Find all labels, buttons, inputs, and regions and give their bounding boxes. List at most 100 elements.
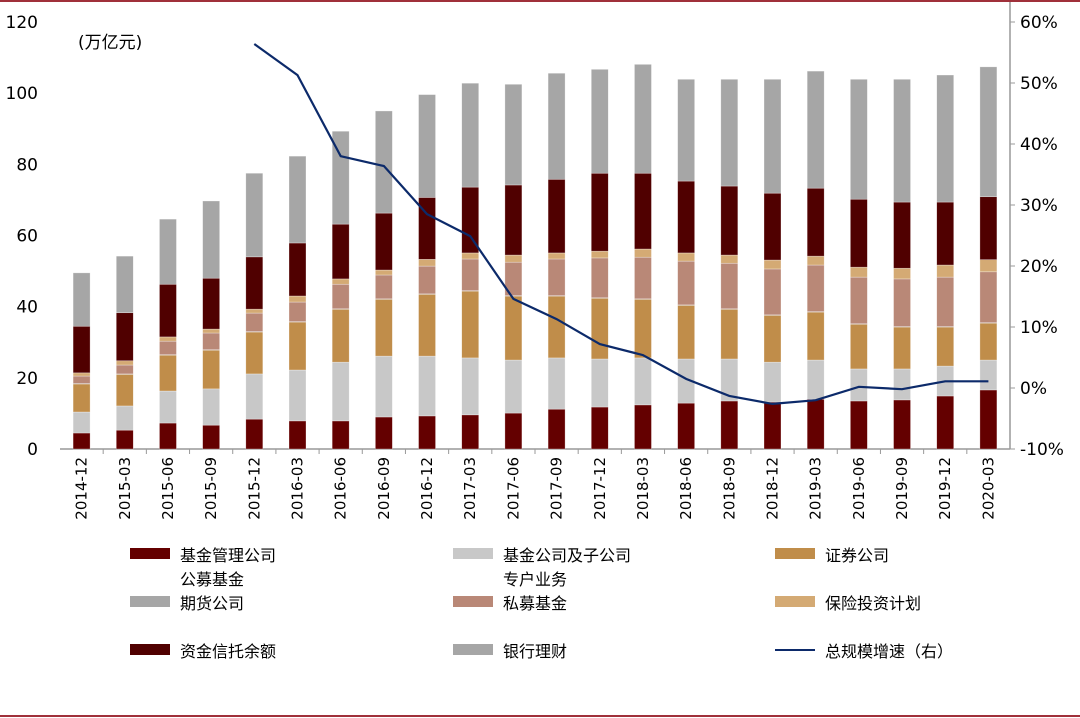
bar-segment xyxy=(418,355,436,417)
bar-segment xyxy=(806,187,825,257)
bar-segment xyxy=(893,201,911,269)
bar-segment xyxy=(159,283,177,338)
bar-segment xyxy=(590,358,609,408)
x-tick-label: 2016-12 xyxy=(418,457,436,520)
bar-segment xyxy=(115,255,134,314)
bar-segment xyxy=(202,332,220,351)
bar-segment xyxy=(850,400,868,450)
legend-swatch xyxy=(130,548,170,559)
x-tick-label: 2015-12 xyxy=(245,457,263,520)
y-right-tick-label: 20% xyxy=(1020,257,1058,277)
bar-segment xyxy=(418,259,436,267)
bar-segment xyxy=(763,268,782,316)
bar-segment xyxy=(720,78,739,187)
bar-segment xyxy=(72,272,91,327)
x-tick-label: 2015-09 xyxy=(202,457,220,520)
y-right-tick-label: 10% xyxy=(1020,318,1058,338)
y-left-tick-label: 60 xyxy=(16,227,38,247)
bar-segment xyxy=(288,321,307,371)
bar-segment xyxy=(245,312,264,332)
bar-segment xyxy=(763,192,782,261)
bar-segment xyxy=(159,218,177,285)
bar-segment xyxy=(806,264,825,312)
bar-segment xyxy=(893,278,911,327)
legend-label: 私募基金 xyxy=(503,594,568,613)
legend-label: 银行理财 xyxy=(503,642,568,661)
bar-segment xyxy=(979,359,998,391)
bar-segment xyxy=(979,196,998,260)
bar-segment xyxy=(634,64,652,174)
x-tick-label: 2020-03 xyxy=(979,457,997,520)
bar-segment xyxy=(245,373,264,420)
x-tick-label: 2018-06 xyxy=(677,457,695,520)
legend-label: 保险投资计划 xyxy=(825,594,922,613)
bar-segment xyxy=(590,406,609,450)
legend-swatch xyxy=(453,644,493,655)
bar-segment xyxy=(115,429,134,450)
bar-segment xyxy=(547,357,566,410)
bar-segment xyxy=(504,254,523,263)
bar-segment xyxy=(936,326,955,367)
legend-swatch xyxy=(775,649,815,651)
bar-segment xyxy=(72,325,91,374)
y-left-unit-label: (万亿元) xyxy=(78,33,142,53)
legend-item: 基金公司及子公司 专户业务 xyxy=(453,544,631,592)
x-tick-label: 2018-03 xyxy=(634,457,652,520)
bar-segment xyxy=(288,420,307,450)
bar-segment xyxy=(245,418,264,450)
bar-segment xyxy=(375,212,393,271)
bar-segment xyxy=(590,250,609,259)
bar-segment xyxy=(331,223,350,280)
bar-segment xyxy=(72,375,91,384)
bar-segment xyxy=(504,83,523,186)
bar-segment xyxy=(202,388,220,426)
bar-segment xyxy=(720,262,739,310)
bar-segment xyxy=(159,390,177,424)
bar-segment xyxy=(763,361,782,403)
bar-segment xyxy=(850,323,868,370)
bar-segment xyxy=(763,78,782,194)
y-left-tick-label: 80 xyxy=(16,155,38,175)
bar-segment xyxy=(547,72,566,180)
y-left-tick-label: 100 xyxy=(6,84,38,104)
y-left-tick-label: 20 xyxy=(16,369,38,389)
bar-segment xyxy=(202,349,220,390)
bar-segment xyxy=(806,70,825,189)
bar-segment xyxy=(159,340,177,356)
bar-segment xyxy=(72,383,91,413)
bar-segment xyxy=(763,314,782,363)
bar-segment xyxy=(720,254,739,264)
bar-segment xyxy=(245,172,264,258)
bar-segment xyxy=(288,301,307,322)
legend-swatch xyxy=(130,596,170,607)
x-tick-label: 2017-09 xyxy=(548,457,566,520)
x-tick-label: 2017-06 xyxy=(504,457,522,520)
x-tick-label: 2017-12 xyxy=(591,457,609,520)
x-tick-label: 2018-09 xyxy=(720,457,738,520)
x-tick-label: 2019-03 xyxy=(807,457,825,520)
bar-segment xyxy=(850,266,868,278)
legend-swatch xyxy=(453,596,493,607)
bar-segment xyxy=(375,298,393,357)
bar-segment xyxy=(159,354,177,392)
bar-segment xyxy=(115,364,134,375)
x-tick-label: 2019-09 xyxy=(893,457,911,520)
bar-segment xyxy=(590,297,609,360)
bar-segment xyxy=(331,278,350,285)
bar-segment xyxy=(850,368,868,402)
top-rule xyxy=(0,0,1080,2)
bar-segment xyxy=(159,336,177,342)
bar-segment xyxy=(677,304,695,360)
bar-segment xyxy=(202,200,220,279)
bar-segment xyxy=(461,290,480,359)
bar-segment xyxy=(634,172,652,250)
bar-segment xyxy=(288,242,307,297)
bar-segment xyxy=(850,78,868,200)
legend-label: 资金信托余额 xyxy=(180,642,277,661)
bar-segment xyxy=(331,283,350,310)
bar-segment xyxy=(245,331,264,375)
bar-segment xyxy=(331,308,350,363)
bar-segment xyxy=(72,411,91,434)
bar-segment xyxy=(72,372,91,377)
bar-segment xyxy=(979,259,998,273)
